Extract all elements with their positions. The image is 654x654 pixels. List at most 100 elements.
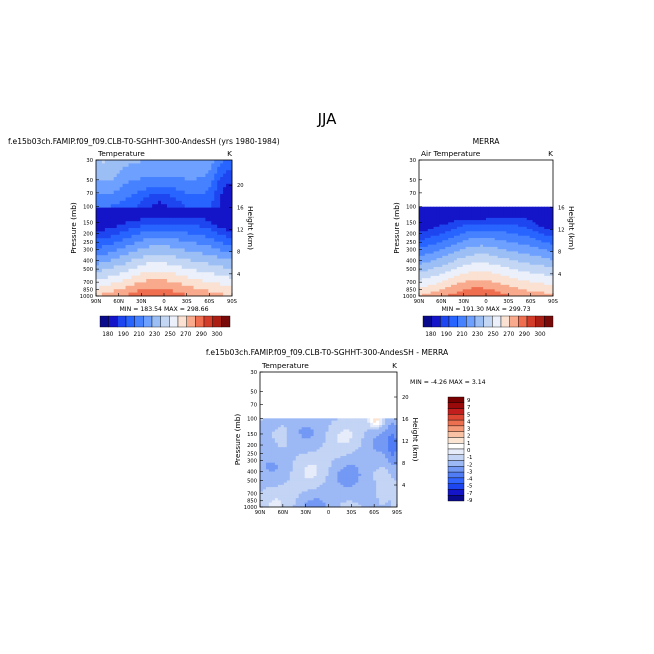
heatmap-cell (313, 475, 317, 479)
heatmap-cell (199, 183, 203, 188)
heatmap-cell (283, 480, 288, 484)
heatmap-cell (125, 224, 129, 229)
heatmap-cell (480, 273, 484, 277)
heatmap-cell (442, 217, 446, 221)
heatmap-cell (187, 248, 192, 253)
heatmap-cell (535, 215, 539, 219)
heatmap-cell (107, 200, 112, 205)
heatmap-cell (131, 255, 135, 259)
heatmap-cell (506, 249, 510, 252)
heatmap-cell (512, 275, 516, 279)
heatmap-cell (500, 291, 504, 295)
heatmap-cell (331, 418, 335, 421)
heatmap-cell (152, 272, 156, 276)
heatmap-cell (283, 429, 288, 433)
heatmap-cell (208, 251, 212, 256)
heatmap-cell (104, 197, 109, 202)
heatmap-cell (541, 258, 545, 261)
colorbar-label: 290 (519, 332, 530, 338)
heatmap-cell (497, 258, 501, 261)
colorbar-label: 190 (118, 332, 129, 338)
heatmap-cell (462, 235, 467, 239)
heatmap-cell (175, 177, 180, 181)
heatmap-cell (313, 500, 317, 503)
heatmap-cell (506, 208, 510, 212)
heatmap-cell (146, 248, 150, 253)
heatmap-cell (205, 211, 209, 215)
heatmap-cell (175, 190, 180, 195)
heatmap-cell (442, 258, 446, 261)
heatmap-cell (96, 251, 100, 256)
height-tick-label: 16 (237, 205, 244, 211)
heatmap-cell (509, 244, 513, 248)
heatmap-cell (205, 221, 209, 225)
heatmap-cell (325, 462, 329, 466)
heatmap-cell (518, 289, 522, 292)
heatmap-cell (190, 183, 194, 188)
heatmap-cell (480, 222, 484, 225)
heatmap-cell (178, 190, 183, 195)
heatmap-cell (116, 251, 121, 256)
heatmap-cell (544, 258, 548, 261)
heatmap-cell (334, 471, 338, 475)
heatmap-cell (158, 224, 162, 229)
heatmap-cell (474, 271, 478, 275)
heatmap-cell (442, 253, 446, 257)
heatmap-cell (494, 291, 499, 295)
heatmap-cell (187, 231, 192, 236)
heatmap-cell (217, 268, 221, 273)
heatmap-cell (331, 440, 335, 444)
heatmap-cell (319, 433, 323, 437)
heatmap-cell (433, 253, 437, 257)
heatmap-cell (518, 269, 522, 272)
heatmap-cell (535, 271, 539, 275)
heatmap-cell (334, 504, 338, 508)
heatmap-cell (340, 478, 344, 481)
heatmap-cell (301, 453, 306, 457)
heatmap-cell (143, 163, 147, 168)
heatmap-cell (448, 217, 452, 221)
heatmap-cell (166, 231, 171, 236)
heatmap-cell (436, 226, 440, 230)
heatmap-cell (497, 217, 501, 221)
heatmap-cell (322, 498, 326, 501)
heatmap-cell (169, 258, 174, 263)
heatmap-cell (143, 248, 147, 253)
heatmap-cell (430, 242, 434, 246)
heatmap-cell (208, 173, 212, 178)
heatmap-cell (480, 235, 484, 239)
heatmap-cell (169, 228, 174, 232)
heatmap-cell (486, 242, 490, 246)
heatmap-cell (424, 237, 429, 241)
heatmap-cell (448, 215, 452, 219)
y-tick-label: 300 (83, 247, 93, 253)
heatmap-cell (140, 183, 144, 188)
heatmap-cell (166, 285, 171, 290)
heatmap-cell (506, 240, 510, 243)
heatmap-cell (107, 248, 112, 253)
heatmap-cell (328, 471, 332, 475)
heatmap-cell (268, 438, 273, 441)
heatmap-cell (419, 233, 423, 237)
heatmap-cell (550, 262, 554, 266)
heatmap-cell (172, 245, 177, 249)
heatmap-cell (146, 224, 150, 229)
heatmap-cell (187, 173, 192, 178)
heatmap-cell (116, 231, 121, 236)
heatmap-cell (152, 177, 156, 181)
heatmap-cell (274, 482, 279, 486)
heatmap-cell (152, 204, 156, 208)
heatmap-cell (515, 275, 519, 279)
heatmap-cell (208, 262, 212, 266)
heatmap-cell (193, 163, 197, 168)
heatmap-cell (477, 224, 481, 228)
heatmap-cell (515, 280, 519, 283)
heatmap-cell (149, 238, 153, 242)
heatmap-cell (119, 166, 124, 171)
heatmap-cell (96, 173, 100, 178)
heatmap-cell (337, 447, 341, 450)
heatmap-cell (172, 224, 177, 229)
heatmap-cell (280, 495, 285, 499)
heatmap-cell (190, 166, 194, 171)
x-tick-label: 90S (227, 299, 237, 305)
